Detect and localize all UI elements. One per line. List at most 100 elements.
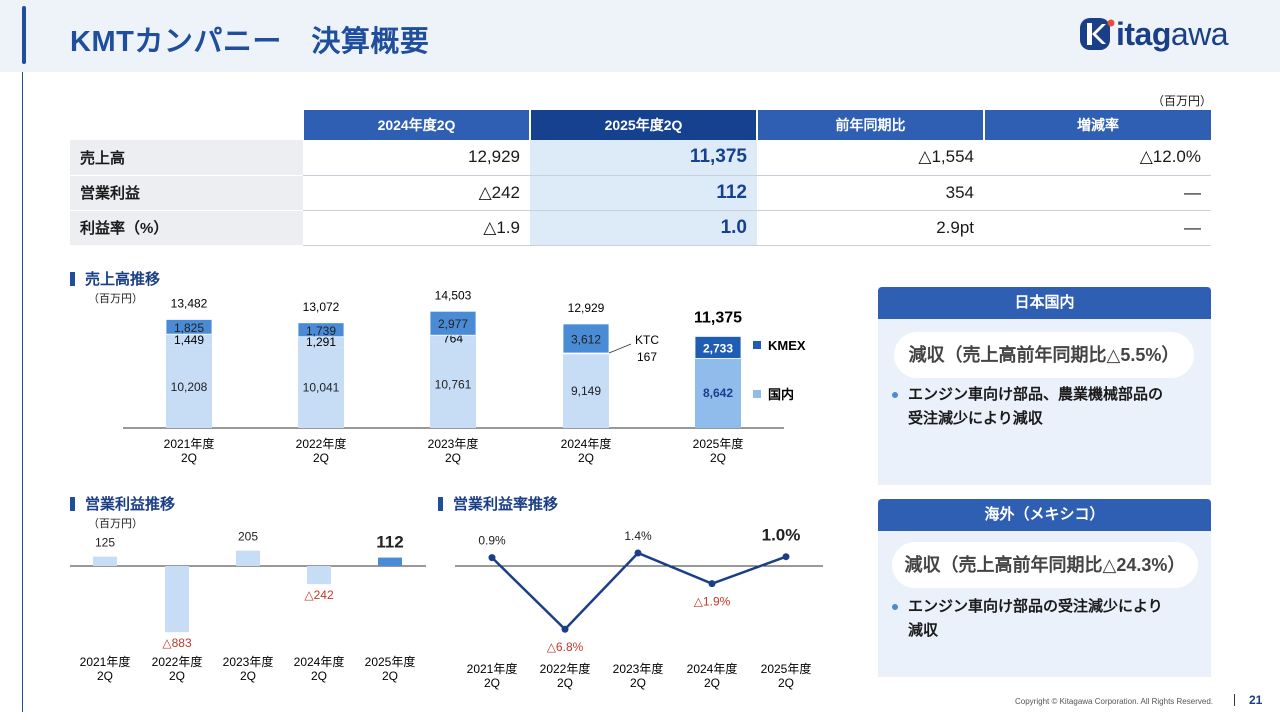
sales-category-label: 2021年度 2Q [164,436,215,465]
sales-label-kmex: 2,733 [703,341,733,355]
sales-label-domestic: 10,041 [303,381,340,395]
margin-category-label: 2025年度 2Q [761,661,812,690]
col-header: 2024年度2Q [302,110,530,140]
sales-category-label: 2023年度 2Q [428,436,479,465]
sales-bar-ktc [166,334,212,346]
sales-bar-ktc [298,336,344,348]
ktc-callout-name: KTC [635,333,659,347]
page-title: KMTカンパニー 決算概要 [70,26,430,58]
margin-value-label: 0.9% [478,534,506,548]
op-bar [378,557,402,566]
legend-domestic-swatch [753,390,761,398]
op-value-label: △242 [304,588,334,602]
table-cell: 112 [530,175,757,211]
margin-category-label: 2024年度 2Q [687,661,738,690]
op-category-label: 2024年度 2Q [294,654,345,683]
sales-category-label: 2025年度 2Q [693,436,744,465]
ktc-callout-value: 167 [637,350,657,364]
col-header: 増減率 [983,110,1211,140]
sales-label-domestic: 10,208 [171,380,208,394]
op-profit-chart: 125 △883 205 △242 112 2021年度 2Q 2022年度 2Q 2023年度 2… [70,530,426,683]
sales-total-label: 11,375 [694,309,742,326]
row-label: 営業利益 [70,175,303,211]
sales-bar-domestic [298,347,344,428]
op-value-label: 205 [238,530,258,544]
sales-category-label: 2022年度 2Q [296,436,347,465]
footer-separator [1234,694,1235,706]
margin-section-title: 営業利益率推移 [438,493,558,514]
sales-bar-kmex [297,322,345,338]
table-cell: △242 [303,175,530,211]
sales-section-title: 売上高推移 [70,268,160,289]
domestic-panel: 日本国内 減収（売上高前年同期比△5.5%） エンジン車向け部品、農業機械部品の… [878,287,1211,485]
left-rail-line [22,72,23,712]
copyright: Copyright © Kitagawa Corporation. All Ri… [1015,697,1213,706]
page-number: 21 [1249,693,1263,707]
domestic-bullet: エンジン車向け部品、農業機械部品の 受注減少により減収 [892,383,1192,431]
sales-bar-kmex [429,310,477,336]
op-category-label: 2025年度 2Q [365,654,416,683]
op-value-label: 112 [376,533,403,552]
margin-point [561,625,569,633]
overseas-panel-title: 海外（メキシコ） [878,499,1211,531]
sales-total-label: 12,929 [568,301,605,315]
sales-bar-kmex [562,323,610,354]
op-bar [236,550,260,566]
op-bar [307,566,331,585]
margin-point [634,549,642,557]
row-label: 売上高 [70,140,303,176]
sales-label-kmex: 3,612 [571,332,601,346]
summary-header-row: 2024年度2Q 2025年度2Q 前年同期比 増減率 [70,110,1211,140]
table-cell: — [984,210,1211,246]
overseas-bullet: エンジン車向け部品の受注減少により 減収 [892,595,1192,643]
margin-value-label: 1.4% [624,529,652,543]
kitagawa-logo: itagawa [1078,14,1229,54]
margin-series-line [491,551,787,632]
sales-total-label: 13,482 [171,296,208,310]
sales-category-label: 2024年度 2Q [561,436,612,465]
sales-label-kmex: 1,739 [306,324,336,338]
ktc-callout-line [608,343,632,354]
margin-value-label: 1.0% [762,526,801,545]
sales-label-ktc: 1,449 [174,333,204,347]
table-cell: 354 [757,175,984,211]
summary-table: 2024年度2Q 2025年度2Q 前年同期比 増減率 売上高 12,929 1… [70,110,1211,246]
op-value-label: △883 [162,636,192,650]
table-cell: 1.0 [530,210,757,246]
logo-k-icon [1080,18,1115,50]
sales-label-kmex: 1,825 [174,321,204,335]
margin-category-label: 2022年度 2Q [540,661,591,690]
op-category-label: 2022年度 2Q [152,654,203,683]
row-label: 利益率（%） [70,210,303,246]
sales-bar-ktc [430,335,476,342]
sales-bar-domestic [430,341,476,428]
logo-text: itagawa [1116,15,1229,52]
col-header: 前年同期比 [756,110,984,140]
bullet-dot-icon [892,392,898,398]
sales-bar-kmex [694,336,742,359]
table-cell: △12.0% [984,140,1211,176]
op-bar [93,556,117,566]
margin-point [782,553,790,561]
margin-value-label: △1.9% [694,595,731,609]
header-accent-bar [22,6,26,64]
sales-bar-domestic [563,354,609,428]
margin-point [488,554,496,562]
table-row: 営業利益 △242 112 354 — [70,175,1211,211]
sales-bar-domestic [695,358,741,428]
margin-point [708,580,716,588]
sales-unit: （百万円） [88,293,143,305]
legend-domestic-label: 国内 [768,387,794,402]
margin-category-label: 2021年度 2Q [467,661,518,690]
col-header: 2025年度2Q [529,110,757,140]
table-row: 売上高 12,929 11,375 △1,554 △12.0% [70,140,1211,176]
sales-label-kmex: 2,977 [438,317,468,331]
sales-total-label: 14,503 [435,288,472,302]
table-cell: 11,375 [530,140,757,176]
sales-label-domestic: 10,761 [435,378,472,392]
overseas-headline: 減収（売上高前年同期比△24.3%） [892,542,1198,588]
table-cell: 12,929 [303,140,530,176]
sales-bar-domestic [166,345,212,428]
margin-chart: 0.9% △6.8% 1.4% △1.9% 1.0% 2021年度 2Q 2022年度 2Q 20… [455,526,823,690]
